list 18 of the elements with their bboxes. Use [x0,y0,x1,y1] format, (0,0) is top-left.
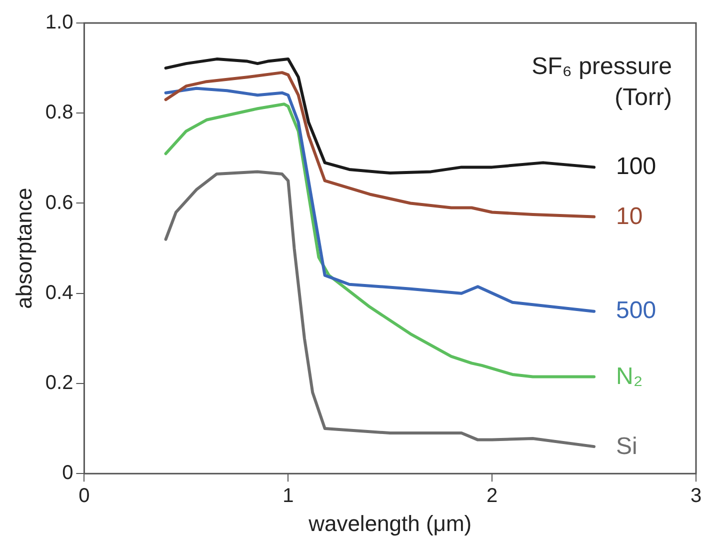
y-tick-label: 1.0 [45,12,74,34]
legend-title: SF₆ pressure (Torr) [530,52,672,114]
series-label: 10 [616,202,643,230]
x-tick-label: 2 [486,485,498,508]
y-tick-label: 0.6 [45,192,74,214]
x-axis-title: wavelength (μm) [308,510,472,536]
y-tick-label: 0 [62,462,74,484]
x-tick-label: 3 [690,485,702,508]
series-label: 100 [616,153,656,180]
x-tick-label: 0 [78,485,90,508]
series-label: Si [616,432,638,460]
series-label: N₂ [616,362,643,390]
y-axis-title: absorptance [11,188,36,309]
y-tick-label: 0.4 [45,282,74,304]
x-tick-label: 1 [282,485,294,508]
y-tick-label: 0.8 [45,102,74,124]
series-label: 500 [616,297,656,324]
y-tick-label: 0.2 [45,372,74,394]
